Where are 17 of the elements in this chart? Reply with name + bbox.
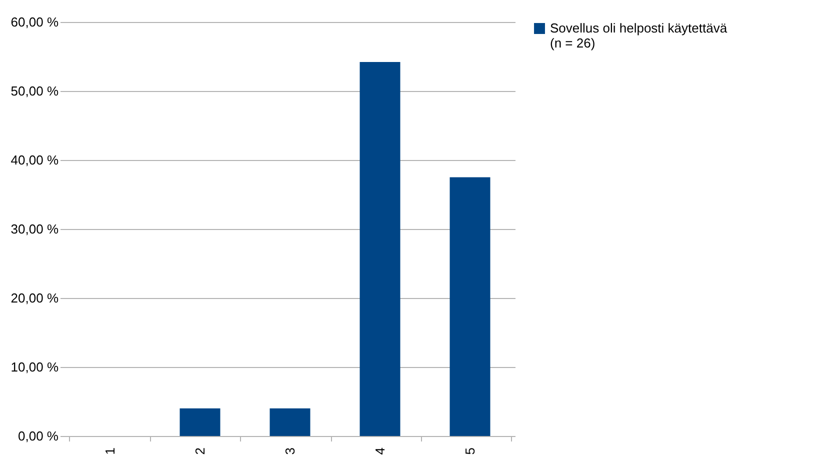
x-tick-label: 3 — [282, 448, 298, 455]
y-tick-label: 40,00 % — [10, 152, 59, 168]
y-tick-label: 60,00 % — [10, 14, 59, 30]
legend-label: Sovellus oli helposti käytettävä (n = 26) — [550, 20, 728, 50]
y-tick-label: 30,00 % — [10, 222, 59, 236]
x-tick-label: 5 — [462, 448, 478, 455]
x-tick-label: 4 — [372, 448, 388, 455]
bar — [360, 62, 400, 436]
y-tick-label: 50,00 % — [10, 84, 59, 98]
y-tick-label: 0,00 % — [18, 428, 59, 444]
y-tick-label: 10,00 % — [10, 360, 59, 374]
bar — [270, 408, 310, 436]
x-tick-label: 1 — [102, 448, 118, 455]
bar — [450, 177, 490, 436]
bar — [180, 408, 220, 436]
x-tick-label: 2 — [192, 448, 208, 455]
y-tick-label: 20,00 % — [10, 290, 59, 306]
